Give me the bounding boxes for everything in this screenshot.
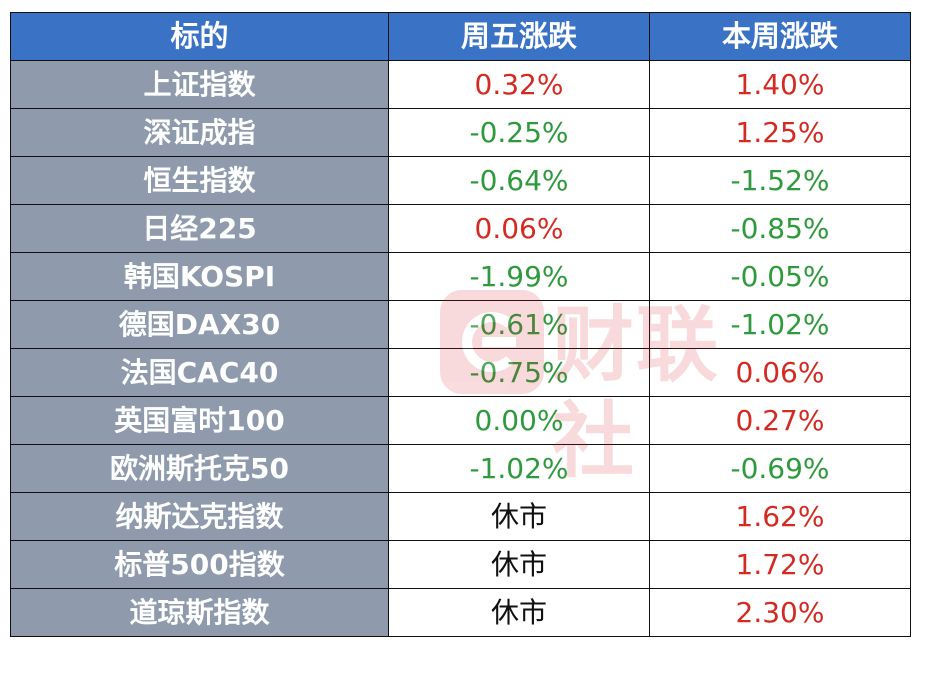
instrument-name: 日经225 [10, 204, 389, 253]
friday-change-cell: -0.61% [388, 300, 650, 349]
instrument-name: 韩国KOSPI [10, 252, 389, 301]
weekly-change-cell: -0.69% [649, 444, 911, 493]
weekly-change-cell: 1.62% [649, 492, 911, 541]
weekly-change-cell: -1.52% [649, 156, 911, 205]
friday-change-cell: -0.64% [388, 156, 650, 205]
friday-change-cell: 休市 [388, 492, 650, 541]
header-instrument: 标的 [10, 12, 389, 61]
friday-change-cell: 休市 [388, 540, 650, 589]
instrument-name: 上证指数 [10, 60, 389, 109]
instrument-name: 恒生指数 [10, 156, 389, 205]
friday-change-cell: 0.32% [388, 60, 650, 109]
table-row: 纳斯达克指数 休市 1.62% [10, 492, 911, 541]
table-row: 英国富时100 0.00% 0.27% [10, 396, 911, 445]
instrument-name: 法国CAC40 [10, 348, 389, 397]
table-row: 恒生指数 -0.64% -1.52% [10, 156, 911, 205]
table-row: 德国DAX30 -0.61% -1.02% [10, 300, 911, 349]
weekly-change-cell: 0.27% [649, 396, 911, 445]
instrument-name: 深证成指 [10, 108, 389, 157]
friday-change-cell: 0.00% [388, 396, 650, 445]
friday-change-cell: 休市 [388, 588, 650, 637]
table-row: 标普500指数 休市 1.72% [10, 540, 911, 589]
instrument-name: 欧洲斯托克50 [10, 444, 389, 493]
weekly-change-cell: 1.25% [649, 108, 911, 157]
table-row: 欧洲斯托克50 -1.02% -0.69% [10, 444, 911, 493]
weekly-change-cell: 1.40% [649, 60, 911, 109]
instrument-name: 德国DAX30 [10, 300, 389, 349]
weekly-change-cell: 2.30% [649, 588, 911, 637]
table-row: 韩国KOSPI -1.99% -0.05% [10, 252, 911, 301]
instrument-name: 标普500指数 [10, 540, 389, 589]
table-row: 上证指数 0.32% 1.40% [10, 60, 911, 109]
friday-change-cell: -1.99% [388, 252, 650, 301]
table-row: 日经225 0.06% -0.85% [10, 204, 911, 253]
weekly-change-cell: 1.72% [649, 540, 911, 589]
header-weekly-change: 本周涨跌 [649, 12, 911, 61]
instrument-name: 纳斯达克指数 [10, 492, 389, 541]
weekly-change-cell: 0.06% [649, 348, 911, 397]
header-friday-change: 周五涨跌 [388, 12, 650, 61]
friday-change-cell: -1.02% [388, 444, 650, 493]
table-row: 深证成指 -0.25% 1.25% [10, 108, 911, 157]
instrument-name: 道琼斯指数 [10, 588, 389, 637]
header-row: 标的 周五涨跌 本周涨跌 [10, 12, 911, 61]
friday-change-cell: -0.25% [388, 108, 650, 157]
table-row: 法国CAC40 -0.75% 0.06% [10, 348, 911, 397]
friday-change-cell: -0.75% [388, 348, 650, 397]
friday-change-cell: 0.06% [388, 204, 650, 253]
instrument-name: 英国富时100 [10, 396, 389, 445]
weekly-change-cell: -0.85% [649, 204, 911, 253]
table-row: 道琼斯指数 休市 2.30% [10, 588, 911, 637]
weekly-change-cell: -0.05% [649, 252, 911, 301]
market-performance-table: 标的 周五涨跌 本周涨跌 上证指数 0.32% 1.40% 深证成指 -0.25% 1.2… [10, 12, 911, 637]
weekly-change-cell: -1.02% [649, 300, 911, 349]
